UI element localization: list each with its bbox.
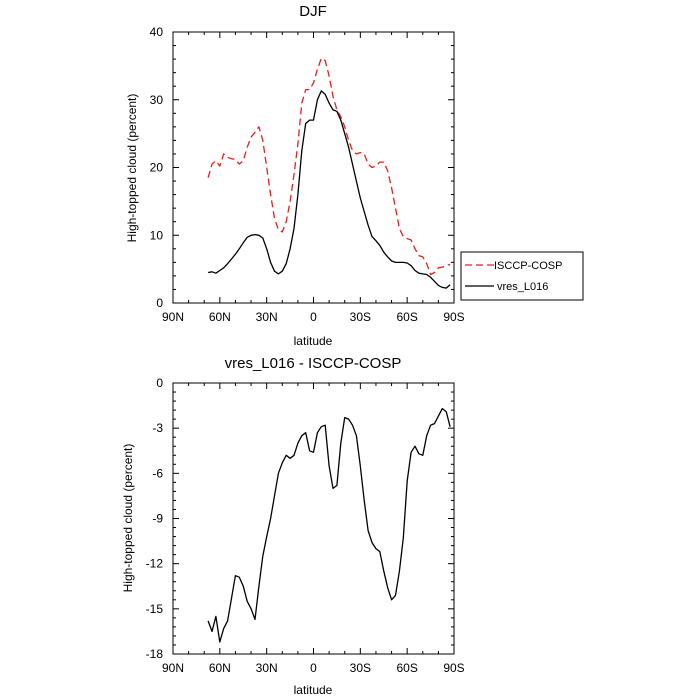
bottom-series-line-vres-l016-isccp-cosp xyxy=(207,407,451,643)
legend-box xyxy=(460,251,584,301)
top-plot-frame xyxy=(172,31,455,304)
bottom-panel: vres_L016 - ISCCP-COSP 90N 60N 30N 0 30S 60S 9… xyxy=(121,355,465,697)
top-x-axis-label: latitude xyxy=(294,334,333,348)
bottom-y-tick-label: -3 xyxy=(152,421,163,435)
top-series-line-vres-l016 xyxy=(207,90,451,289)
top-x-tick-label: 60N xyxy=(209,310,231,324)
bottom-y-ticks: -18 -15 -12 -9 -6 -3 0 xyxy=(146,376,454,661)
legend-label-vres-l016: vres_L016 xyxy=(497,281,548,293)
bottom-y-tick-label: -9 xyxy=(152,512,163,526)
top-chart-title: DJF xyxy=(299,3,327,20)
top-x-tick-label: 90N xyxy=(162,310,184,324)
top-y-tick-label: 40 xyxy=(150,25,164,39)
top-series-line-isccp-cosp xyxy=(207,57,451,276)
bottom-x-tick-label: 60S xyxy=(396,661,417,675)
bottom-plot-frame xyxy=(172,382,455,655)
top-y-axis-label: High-topped cloud (percent) xyxy=(125,94,139,243)
bottom-y-tick-label: -15 xyxy=(146,602,164,616)
bottom-x-ticks: 90N 60N 30N 0 30S 60S 90S xyxy=(162,383,465,675)
bottom-y-tick-label: -6 xyxy=(152,466,163,480)
top-x-tick-label: 60S xyxy=(396,310,417,324)
bottom-data-lines xyxy=(207,407,451,643)
bottom-y-tick-label: -18 xyxy=(146,647,164,661)
bottom-y-tick-label: -12 xyxy=(146,557,164,571)
top-x-tick-label: 30S xyxy=(350,310,371,324)
top-x-tick-label: 30N xyxy=(256,310,278,324)
top-y-tick-label: 10 xyxy=(150,228,164,242)
bottom-y-tick-label: 0 xyxy=(156,376,163,390)
top-y-tick-label: 30 xyxy=(150,93,164,107)
top-y-ticks: 0 10 20 30 40 xyxy=(150,25,454,310)
legend: ISCCP-COSP vres_L016 xyxy=(460,251,584,301)
bottom-x-axis-label: latitude xyxy=(294,683,333,697)
bottom-y-axis-label: High-topped cloud (percent) xyxy=(121,444,135,593)
bottom-x-tick-label: 90N xyxy=(162,661,184,675)
top-x-ticks: 90N 60N 30N 0 30S 60S 90S xyxy=(162,32,465,324)
top-panel: DJF 90N 60N 30N 0 30S 60S 90S 0 10 20 30 40 latitu… xyxy=(125,3,465,348)
top-x-tick-label: 90S xyxy=(443,310,464,324)
bottom-x-tick-label: 30N xyxy=(256,661,278,675)
bottom-chart-title: vres_L016 - ISCCP-COSP xyxy=(225,355,402,372)
bottom-x-tick-label: 30S xyxy=(350,661,371,675)
top-data-lines xyxy=(207,57,451,289)
bottom-x-tick-label: 60N xyxy=(209,661,231,675)
top-y-tick-label: 20 xyxy=(150,161,164,175)
legend-label-isccp-cosp: ISCCP-COSP xyxy=(494,260,562,272)
top-x-tick-label: 0 xyxy=(310,310,317,324)
bottom-x-tick-label: 0 xyxy=(310,661,317,675)
bottom-x-tick-label: 90S xyxy=(443,661,464,675)
top-y-tick-label: 0 xyxy=(156,296,163,310)
